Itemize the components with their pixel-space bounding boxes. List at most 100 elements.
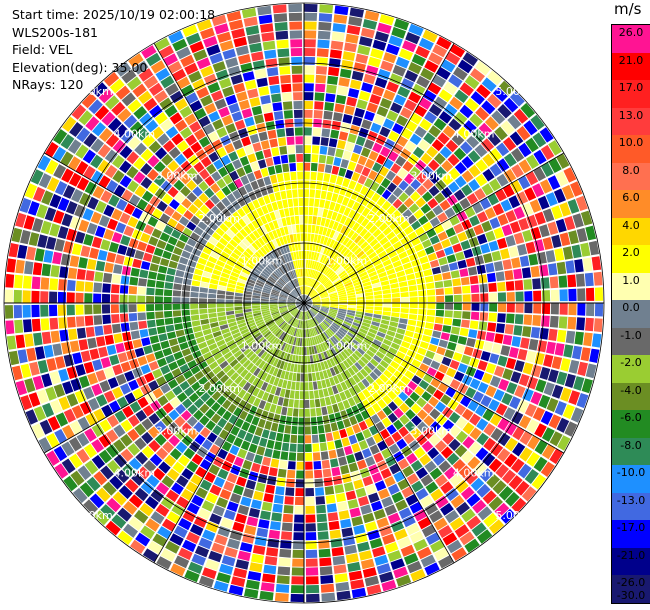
velocity-cell [374, 263, 384, 271]
velocity-cell [333, 365, 340, 375]
velocity-cell [420, 495, 434, 508]
velocity-cell [333, 112, 343, 122]
velocity-cell [176, 76, 191, 89]
velocity-cell [324, 256, 330, 265]
velocity-cell [318, 389, 324, 398]
velocity-cell [393, 451, 405, 462]
velocity-cell [246, 172, 256, 183]
velocity-cell [296, 319, 300, 328]
colorbar-segment [612, 135, 650, 164]
velocity-cell [227, 392, 237, 403]
velocity-cell [576, 393, 589, 409]
velocity-cell [147, 319, 156, 328]
velocity-cell [511, 411, 524, 425]
velocity-cell [311, 279, 316, 288]
velocity-cell [350, 470, 361, 481]
velocity-cell [138, 278, 147, 287]
velocity-cell [326, 257, 332, 266]
velocity-cell [290, 292, 298, 298]
velocity-cell [210, 402, 221, 412]
velocity-cell [404, 185, 415, 197]
velocity-cell [408, 203, 420, 214]
velocity-cell [469, 113, 483, 127]
velocity-cell [356, 303, 365, 306]
range-ring-label: 5.00km [71, 509, 113, 522]
velocity-cell [100, 239, 111, 251]
velocity-cell [283, 172, 291, 181]
velocity-cell [306, 286, 310, 295]
velocity-cell [408, 91, 422, 104]
velocity-cell [305, 567, 319, 576]
velocity-cell [398, 180, 409, 191]
velocity-cell [354, 107, 365, 118]
velocity-cell [459, 82, 474, 97]
velocity-cell [424, 245, 435, 255]
velocity-cell [241, 421, 251, 432]
velocity-cell [199, 168, 210, 180]
velocity-cell [212, 216, 223, 227]
velocity-cell [190, 297, 199, 303]
velocity-cell [300, 373, 304, 382]
velocity-cell [179, 363, 190, 374]
velocity-cell [77, 465, 92, 481]
velocity-cell [286, 189, 293, 199]
velocity-cell [306, 277, 310, 286]
velocity-cell [75, 364, 86, 377]
velocity-cell [301, 355, 304, 364]
velocity-cell [399, 402, 410, 414]
velocity-cell [256, 207, 264, 217]
velocity-cell [262, 103, 273, 114]
velocity-cell [568, 288, 577, 302]
velocity-cell [498, 80, 514, 96]
velocity-cell [312, 296, 320, 300]
velocity-cell [26, 347, 37, 362]
velocity-cell [339, 327, 348, 334]
velocity-cell [296, 310, 301, 319]
velocity-cell [128, 295, 137, 303]
velocity-cell [229, 275, 238, 282]
velocity-cell [444, 246, 454, 256]
velocity-cell [508, 347, 519, 359]
velocity-cell [504, 422, 518, 436]
velocity-cell [238, 341, 247, 350]
velocity-cell [348, 16, 363, 27]
velocity-cell [46, 358, 57, 372]
velocity-cell [45, 386, 57, 401]
velocity-cell [358, 496, 370, 507]
colorbar: 26.0 21.0 17.0 13.0 10.0 8.0 6.0 4.0 2.0 1.0 0.0 -1… [611, 24, 650, 604]
velocity-cell [513, 206, 525, 220]
velocity-cell [293, 328, 298, 337]
velocity-cell [421, 524, 436, 538]
velocity-cell [253, 169, 263, 180]
velocity-cell [161, 518, 177, 532]
velocity-cell [169, 112, 183, 125]
velocity-cell [89, 348, 100, 360]
velocity-cell [457, 259, 467, 269]
velocity-cell [313, 207, 319, 216]
velocity-cell [311, 260, 315, 269]
velocity-cell [217, 311, 226, 317]
velocity-cell [271, 290, 280, 295]
velocity-cell [307, 355, 311, 364]
velocity-cell [164, 282, 174, 290]
velocity-cell [266, 242, 273, 252]
velocity-cell [580, 347, 591, 362]
velocity-cell [294, 242, 299, 251]
velocity-cell [357, 268, 366, 275]
velocity-cell [307, 233, 311, 242]
velocity-cell [267, 322, 276, 329]
velocity-cell [294, 355, 299, 364]
velocity-cell [321, 296, 329, 300]
velocity-cell [481, 372, 493, 384]
velocity-cell [396, 135, 409, 147]
velocity-cell [108, 242, 119, 253]
velocity-cell [119, 285, 129, 294]
velocity-cell [403, 552, 419, 565]
velocity-cell [358, 420, 368, 431]
velocity-cell [467, 456, 481, 470]
velocity-cell [99, 380, 111, 393]
velocity-cell [61, 458, 76, 474]
velocity-cell [173, 351, 184, 361]
velocity-cell [518, 217, 530, 231]
velocity-cell [151, 228, 162, 239]
